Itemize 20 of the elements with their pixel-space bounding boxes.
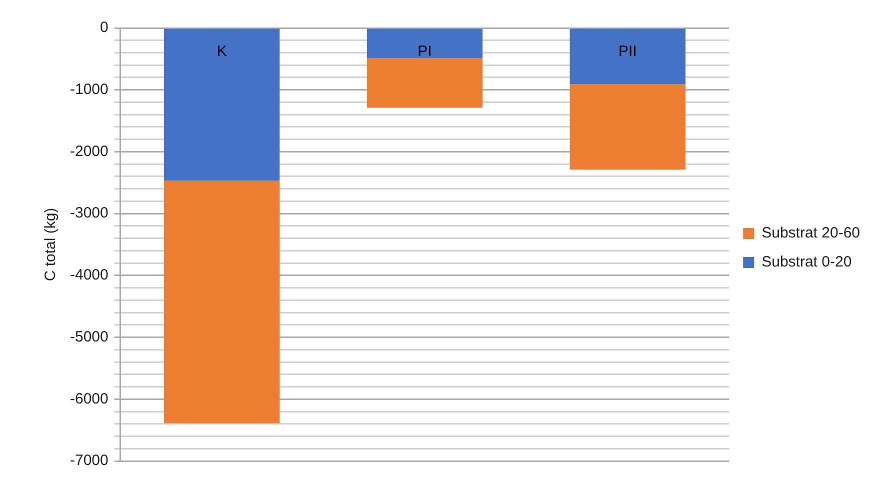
y-tick-label: -7000 [70, 452, 108, 470]
legend-label: Substrat 0-20 [762, 254, 852, 271]
y-tick-label: -2000 [70, 142, 108, 160]
bar [366, 58, 483, 108]
y-axis-title: C total (kg) [42, 208, 60, 282]
y-tick-label: -4000 [70, 266, 108, 284]
bar [570, 84, 686, 170]
legend-label: Substrat 20-60 [762, 224, 860, 242]
bar [164, 180, 280, 424]
y-tick-label: 0 [100, 19, 108, 36]
bar [164, 28, 280, 181]
y-tick-label: -3000 [70, 204, 108, 222]
y-tick-label: -1000 [70, 81, 108, 98]
x-tick-label: PI [418, 43, 432, 60]
x-tick-label: PII [618, 43, 637, 60]
y-tick-label: -6000 [70, 390, 108, 408]
bar [366, 28, 483, 58]
y-tick-label: -5000 [70, 328, 108, 346]
x-tick-label: K [216, 43, 227, 60]
bar [570, 28, 686, 84]
